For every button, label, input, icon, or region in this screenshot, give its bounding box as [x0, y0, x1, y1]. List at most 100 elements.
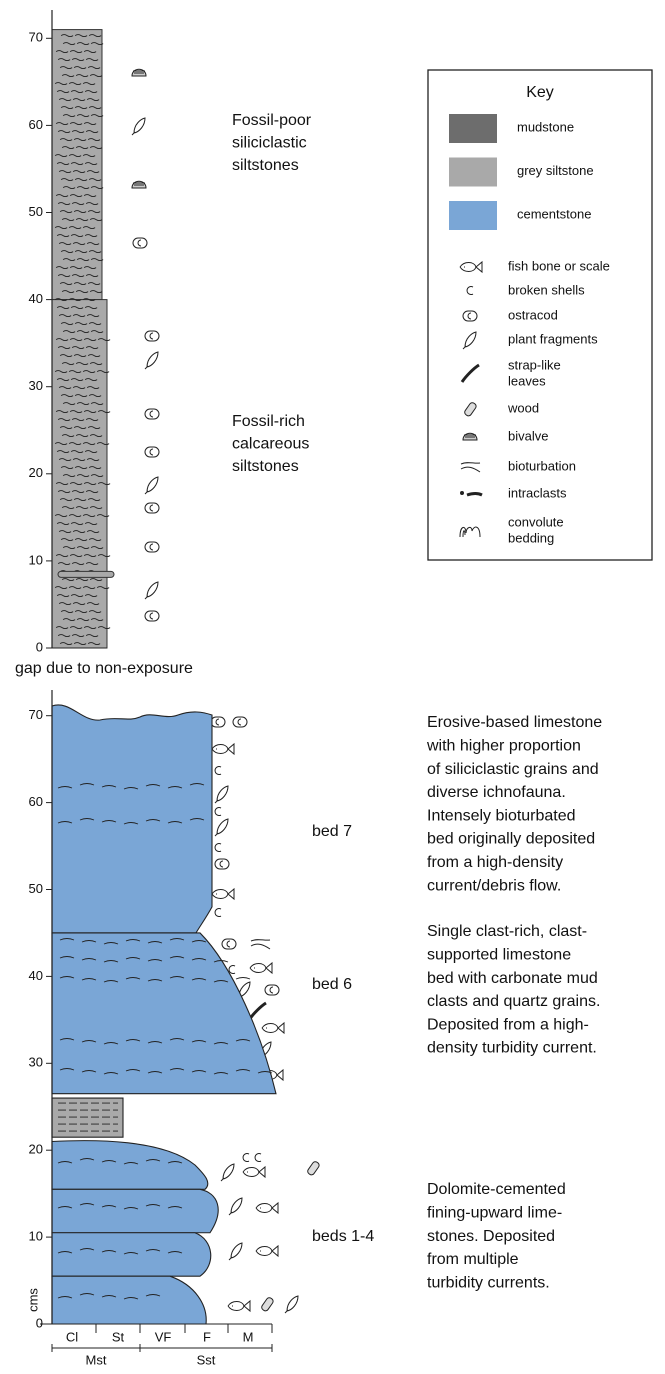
bed-description: stones. Deposited [427, 1228, 555, 1245]
ostracod [145, 331, 159, 341]
fish [262, 1023, 284, 1033]
bed-description: turbidity currents. [427, 1274, 550, 1291]
y-tick-label: 10 [29, 552, 43, 567]
fish [250, 963, 272, 973]
bed-7 [52, 705, 212, 933]
ostracod [145, 611, 159, 621]
page: Key gap due to non-exposure 010203040506… [0, 0, 665, 1369]
wood [307, 1161, 321, 1176]
fossil-symbol [215, 819, 228, 836]
group-bracket [52, 1344, 140, 1352]
plant [285, 1296, 298, 1313]
fossil-symbol [233, 717, 247, 727]
grain-size: VF [155, 1329, 172, 1344]
fossil-symbol [256, 1203, 278, 1213]
fossil-symbol [221, 1164, 234, 1181]
plant [145, 582, 158, 599]
unit-label: siltstones [232, 157, 299, 174]
fossil-symbol [243, 1154, 249, 1162]
bed-description: Intensely bioturbated [427, 807, 576, 824]
fossil-symbol [132, 118, 145, 135]
bioturbation [251, 940, 270, 949]
ostracod [145, 409, 159, 419]
fossil-symbol [145, 542, 159, 552]
bed-description: fining-upward lime- [427, 1205, 562, 1222]
ostracod [211, 717, 225, 727]
fossil-symbol [145, 352, 158, 369]
bed-description: diverse ichnofauna. [427, 784, 566, 801]
key-swatch [449, 114, 497, 143]
ostracod [133, 238, 147, 248]
fossil-symbol [229, 966, 235, 974]
key-symbol-label: bivalve [508, 428, 548, 443]
ostracod-mark [227, 941, 230, 947]
key-symbol-label: ostracod [508, 307, 558, 322]
bed-description: with higher proportion [426, 738, 581, 755]
y-tick-label: 30 [29, 1055, 43, 1070]
fossil-symbol [251, 940, 270, 949]
ostracod [265, 985, 279, 995]
fish [228, 1301, 250, 1311]
fossil-symbol [212, 889, 234, 899]
fish [243, 1167, 265, 1177]
intraclast-dot [461, 492, 464, 495]
fish [256, 1203, 278, 1213]
y-tick-label: 70 [29, 30, 43, 45]
siltstone-column [52, 300, 107, 648]
unit-label: Fossil-rich [232, 413, 305, 430]
y-tick-label: 60 [29, 794, 43, 809]
fossil-symbol [307, 1161, 321, 1176]
y-tick-label: 50 [29, 881, 43, 896]
fossil-symbol [255, 1154, 261, 1162]
fish [212, 744, 234, 754]
fossil-symbol [133, 238, 147, 248]
ostracod-mark [220, 861, 223, 867]
y-tick-label: 0 [36, 1315, 43, 1330]
fossil-symbol [211, 717, 225, 727]
bed-1 [52, 1276, 206, 1324]
shell [215, 808, 221, 816]
fossil-symbol [212, 744, 234, 754]
ostracod-mark [150, 544, 153, 550]
bed-description: current/debris flow. [427, 877, 561, 894]
key-lithology: cementstone [517, 206, 591, 221]
ostracod [145, 503, 159, 513]
key-swatch [449, 201, 497, 230]
plant [215, 786, 228, 803]
fossil-symbol [262, 1023, 284, 1033]
bed-name: beds 1-4 [312, 1228, 374, 1245]
key-lithology: grey siltstone [517, 163, 594, 178]
bed-description: Single clast-rich, clast- [427, 923, 587, 940]
fish [212, 889, 234, 899]
key-symbol-label: bedding [508, 530, 554, 545]
fossil-symbol [145, 503, 159, 513]
intraclast [467, 494, 482, 496]
plant [221, 1164, 234, 1181]
bed-name: bed 7 [312, 823, 352, 840]
y-tick-label: 20 [29, 1142, 43, 1157]
fossil-symbol [215, 909, 221, 917]
fossil-symbol [261, 1297, 275, 1312]
y-tick-label: 40 [29, 968, 43, 983]
fossil-symbol [285, 1296, 298, 1313]
ostracod [215, 859, 229, 869]
fossil-symbol [250, 963, 272, 973]
ostracod-mark [138, 240, 141, 246]
nodule [58, 571, 114, 577]
bed-4 [52, 1141, 208, 1190]
fossil-symbol [265, 985, 279, 995]
shell [255, 1154, 261, 1162]
y-tick-label: 10 [29, 1229, 43, 1244]
fossil-symbol [145, 331, 159, 341]
shell [215, 767, 221, 775]
group-label: Mst [86, 1352, 107, 1367]
group-bracket [140, 1344, 272, 1352]
key-swatch [449, 158, 497, 187]
y-tick-label: 40 [29, 291, 43, 306]
fossil-symbol [215, 786, 228, 803]
bed-description: clasts and quartz grains. [427, 993, 600, 1010]
bed-description: from a high-density [427, 854, 563, 871]
bed-description: supported limestone [427, 947, 571, 964]
fossil-symbol [145, 447, 159, 457]
fossil-symbol [215, 808, 221, 816]
